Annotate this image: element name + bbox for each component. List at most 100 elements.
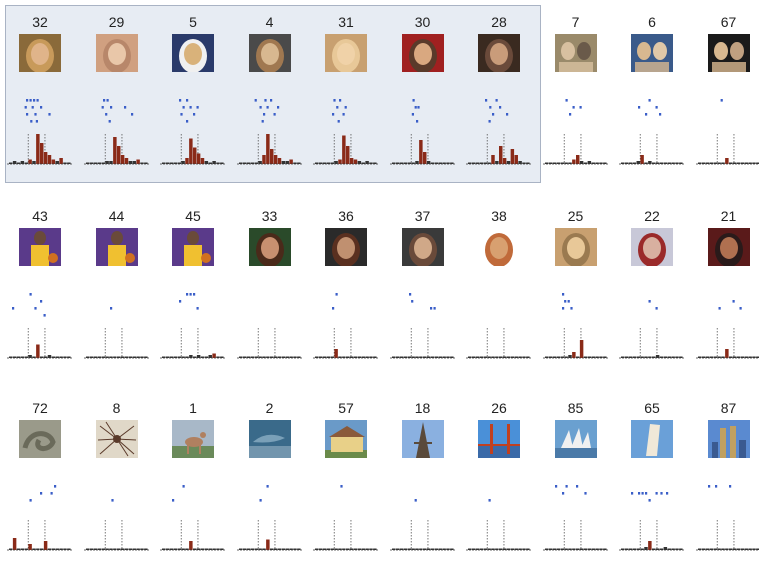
spike-raster <box>617 94 687 128</box>
woman-face-icon <box>249 228 291 266</box>
histogram-bar <box>511 149 514 164</box>
spike-mark <box>110 106 112 109</box>
spike-mark <box>332 113 334 116</box>
spike-mark <box>34 113 36 116</box>
stimulus-panel: 33 <box>235 208 305 378</box>
histogram-bar <box>350 158 353 164</box>
spike-raster <box>617 480 687 514</box>
spike-raster <box>388 288 458 322</box>
spike-mark <box>12 307 14 310</box>
stimulus-label: 44 <box>82 208 152 224</box>
spike-mark <box>492 113 494 116</box>
spike-mark <box>412 99 414 102</box>
stimulus-label: 4 <box>235 14 305 30</box>
spike-mark <box>266 106 268 109</box>
spike-mark <box>183 485 185 488</box>
spike-raster <box>388 94 458 128</box>
response-histogram <box>464 326 534 362</box>
histogram-bar <box>354 160 357 165</box>
deer-icon <box>172 420 214 458</box>
spike-mark <box>729 485 731 488</box>
woman-face-icon <box>708 228 750 266</box>
woman-face-icon <box>96 34 138 72</box>
spike-raster <box>235 94 305 128</box>
histogram-bar <box>415 161 418 164</box>
stimulus-label: 28 <box>464 14 534 30</box>
snake-icon <box>19 420 61 458</box>
spike-raster <box>311 480 381 514</box>
spike-mark <box>34 307 36 310</box>
spike-mark <box>562 492 564 495</box>
spike-mark <box>190 293 192 296</box>
spike-mark <box>26 113 28 116</box>
spike-mark <box>25 106 27 109</box>
spike-mark <box>264 99 266 102</box>
histogram-bar <box>579 161 582 164</box>
histogram-bar <box>572 160 575 165</box>
basketball-players-icon <box>96 228 138 266</box>
spike-mark <box>496 99 498 102</box>
spike-mark <box>30 293 32 296</box>
histogram-bar <box>334 349 337 358</box>
woman-face-icon <box>172 34 214 72</box>
spike-raster <box>694 94 759 128</box>
spike-mark <box>430 307 432 310</box>
histogram-bar <box>579 340 582 358</box>
stimulus-label: 85 <box>541 400 611 416</box>
spike-raster <box>82 94 152 128</box>
response-histogram <box>617 132 687 168</box>
stimulus-label: 36 <box>311 208 381 224</box>
house-icon <box>325 420 367 458</box>
spike-raster <box>82 480 152 514</box>
spike-mark <box>340 485 342 488</box>
stimulus-panel: 8 <box>82 400 152 570</box>
spike-raster <box>311 94 381 128</box>
stimulus-label: 33 <box>235 208 305 224</box>
stimulus-label: 57 <box>311 400 381 416</box>
spike-mark <box>110 307 112 310</box>
histogram-bar <box>209 355 212 358</box>
spike-raster <box>158 480 228 514</box>
spike-mark <box>343 113 345 116</box>
spike-mark <box>489 120 491 123</box>
response-histogram <box>464 132 534 168</box>
spike-mark <box>105 113 107 116</box>
opera-house-icon <box>555 420 597 458</box>
spike-raster <box>388 480 458 514</box>
spike-raster <box>617 288 687 322</box>
spike-mark <box>26 99 28 102</box>
histogram-bar <box>197 154 200 165</box>
spike-mark <box>417 106 419 109</box>
spike-mark <box>555 485 557 488</box>
histogram-bar <box>124 158 127 164</box>
spike-mark <box>569 113 571 116</box>
histogram-bar <box>181 161 184 164</box>
spike-mark <box>101 106 103 109</box>
response-histogram <box>388 132 458 168</box>
histogram-bar <box>193 148 196 165</box>
histogram-bar <box>136 160 139 165</box>
histogram-bar <box>495 161 498 164</box>
spike-mark <box>414 106 416 109</box>
histogram-bar <box>503 158 506 164</box>
spike-mark <box>186 120 188 123</box>
histogram-bar <box>568 355 571 358</box>
spike-mark <box>656 307 658 310</box>
stimulus-panel: 5 <box>158 14 228 184</box>
spike-raster <box>311 288 381 322</box>
spike-mark <box>186 99 188 102</box>
spike-mark <box>409 293 411 296</box>
response-histogram <box>5 132 75 168</box>
spike-mark <box>485 99 487 102</box>
spike-mark <box>345 106 347 109</box>
spike-mark <box>339 99 341 102</box>
spike-raster <box>694 288 759 322</box>
spike-mark <box>33 99 35 102</box>
stimulus-panel: 2 <box>235 400 305 570</box>
spike-mark <box>30 499 32 502</box>
histogram-bar <box>113 137 116 164</box>
spike-mark <box>106 99 108 102</box>
woman-face-icon <box>478 34 520 72</box>
basketball-player-icon <box>172 228 214 266</box>
spike-mark <box>649 300 651 303</box>
